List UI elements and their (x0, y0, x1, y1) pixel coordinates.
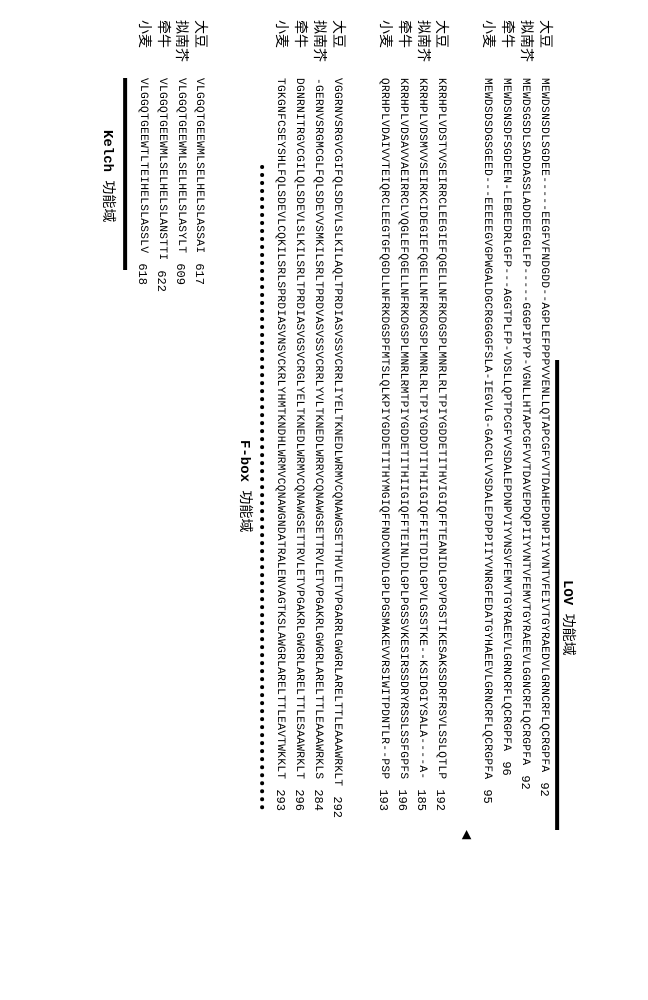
seq-row: 大豆VGGRNVSRGVCGIFQLSDEVLSLKILAQLTPRDIASVS… (327, 20, 346, 980)
domain-bar (555, 360, 559, 830)
seq-row: 小麦VLGGQTGEEWTLTEIHELSLASSLV 618 (133, 20, 152, 980)
seq-row: 小麦QRRHPLVDAIVVTEIQRCLEEGTGFQGDLLNFRKDGSP… (374, 20, 393, 980)
sequence-text: MEWDSNSDFSGDEEN-LEBEEDRLGFP---AGGTPLFP-V… (498, 78, 513, 751)
species-label: 拟南芥 (171, 20, 190, 78)
species-label: 牵牛 (289, 20, 308, 78)
position-number: 193 (375, 789, 391, 811)
position-number: 292 (328, 796, 344, 818)
seq-row: 大豆KRRHPLVDSTVVSEIRRCLEEGIEFQGELLNFRKDGSP… (431, 20, 450, 980)
arrow-marker-icon: ◄ (458, 830, 476, 840)
sequence-text: MEWDSGSDLSADDASSLADDEEGGLFP-----GGGPIPYP… (517, 78, 532, 765)
seq-row: 拟南芥MEWDSGSDLSADDASSLADDEEGGLFP-----GGGPI… (515, 20, 534, 980)
species-label: 拟南芥 (515, 20, 534, 78)
sequence-text: KRRHPLVDSAVVAEIRRCLVQGLEFQGELLNFRKDGSPLM… (395, 78, 410, 779)
position-number: 92 (517, 775, 533, 789)
sequence-text: TGKGNFCSEYSHLFQLSDEVLCQKILSRLSPRDIASVNSV… (272, 78, 287, 779)
sequence-text: QRRHPLVDAIVVTEIQRCLEEGTGFQGDLLNFRKDGSPFM… (376, 78, 391, 779)
position-number: 622 (153, 270, 169, 292)
sequence-text: VLGGQTGEEWMLSELHELSLASYLT (173, 78, 188, 253)
species-label: 小麦 (270, 20, 289, 78)
position-number: 185 (413, 789, 429, 811)
position-number: 296 (291, 789, 307, 811)
position-number: 96 (498, 761, 514, 775)
seq-row: 牵牛KRRHPLVDSAVVAEIRRCLVQGLEFQGELLNFRKDGSP… (393, 20, 412, 980)
position-number: 196 (394, 789, 410, 811)
species-label: 小麦 (478, 20, 497, 78)
species-label: 大豆 (327, 20, 346, 78)
position-number: 95 (479, 789, 495, 803)
sequence-text: VLGGQTGEEWMLSELHELSLANSTTI (154, 78, 169, 260)
species-label: 小麦 (374, 20, 393, 78)
sequence-text: -GERNVSRGMCGLFQLSDEVVSMKILSRLTPRDVASVSSV… (310, 78, 325, 779)
alignment-block-3: 大豆VLGGQTGEEWMLSELHELSLASSAI617拟南芥VLGGQTG… (99, 20, 209, 980)
sequence-text: MEWDSNSDLSGDEE-----EEGFVFNDGDD--AGPLEFPP… (536, 78, 551, 772)
species-label: 大豆 (190, 20, 209, 78)
seq-row: 大豆MEWDSNSDLSGDEE-----EEGFVFNDGDD--AGPLEF… (534, 20, 553, 980)
domain-label: F-box 功能域 (236, 440, 256, 532)
species-label: 大豆 (431, 20, 450, 78)
position-number: 618 (134, 263, 150, 285)
seq-row: 大豆VLGGQTGEEWMLSELHELSLASSAI 617 (190, 20, 209, 980)
seq-row: 拟南芥KRRHPLVDSMVVSEIRKCIDEGIEFQGELLNFRKDGS… (412, 20, 431, 980)
position-number: 617 (191, 263, 207, 285)
species-label: 牵牛 (152, 20, 171, 78)
species-label: 小麦 (133, 20, 152, 78)
seq-row: 牵牛DGNRNITRGVCGILQLSDEVLSLKILSRLTPRDIASVG… (289, 20, 308, 980)
domain-label: LOV 功能域 (559, 580, 579, 656)
sequence-text: KRRHPLVDSMVVSEIRKCIDEGIEFQGELLNFRKDGSPLM… (414, 78, 429, 779)
seq-row: 拟南芥-GERNVSRGMCGLFQLSDEVVSMKILSRLTPRDVASV… (308, 20, 327, 980)
domain-label: Kelch 功能域 (99, 130, 119, 222)
position-number: 293 (272, 789, 288, 811)
species-label: 牵牛 (393, 20, 412, 78)
seq-row: 牵牛VLGGQTGEEWMLSELHELSLANSTTI 622 (152, 20, 171, 980)
species-label: 拟南芥 (308, 20, 327, 78)
alignment-block-1: 大豆KRRHPLVDSTVVSEIRRCLEEGIEFQGELLNFRKDGSP… (374, 20, 450, 980)
seq-row: 小麦TGKGNFCSEYSHLFQLSDEVLCQKILSRLSPRDIASVN… (270, 20, 289, 980)
seq-row: 拟南芥VLGGQTGEEWMLSELHELSLASYLT 609 (171, 20, 190, 980)
alignment-block-0: LOV 功能域大豆MEWDSNSDLSGDEE-----EEGFVFNDGDD-… (478, 20, 578, 980)
sequence-text: MEWDSDSDGSGEED---EEEEEGVGPWGALDGCRGGGGFS… (479, 78, 494, 779)
seq-row: 小麦MEWDSDSDGSGEED---EEEEEGVGPWGALDGCRGGGG… (478, 20, 497, 980)
alignment-block-2: 大豆VGGRNVSRGVCGIFQLSDEVLSLKILAQLTPRDIASVS… (236, 20, 346, 980)
species-label: 大豆 (534, 20, 553, 78)
sequence-text: KRRHPLVDSTVVSEIRRCLEEGIEFQGELLNFRKDGSPLM… (433, 78, 448, 779)
position-number: 609 (172, 263, 188, 285)
sequence-text: VLGGQTGEEWMLSELHELSLASSAI (191, 78, 206, 253)
domain-bar (260, 165, 264, 810)
species-label: 拟南芥 (412, 20, 431, 78)
sequence-text: VLGGQTGEEWTLTEIHELSLASSLV (135, 78, 150, 253)
domain-bar (123, 78, 127, 270)
position-number: 192 (432, 789, 448, 811)
position-number: 284 (310, 789, 326, 811)
sequence-text: VGGRNVSRGVCGIFQLSDEVLSLKILAQLTPRDIASVSSV… (329, 78, 344, 786)
position-number: 92 (536, 782, 552, 796)
sequence-text: DGNRNITRGVCGILQLSDEVLSLKILSRLTPRDIASVGSV… (291, 78, 306, 779)
species-label: 牵牛 (496, 20, 515, 78)
seq-row: 牵牛MEWDSNSDFSGDEEN-LEBEEDRLGFP---AGGTPLFP… (496, 20, 515, 980)
